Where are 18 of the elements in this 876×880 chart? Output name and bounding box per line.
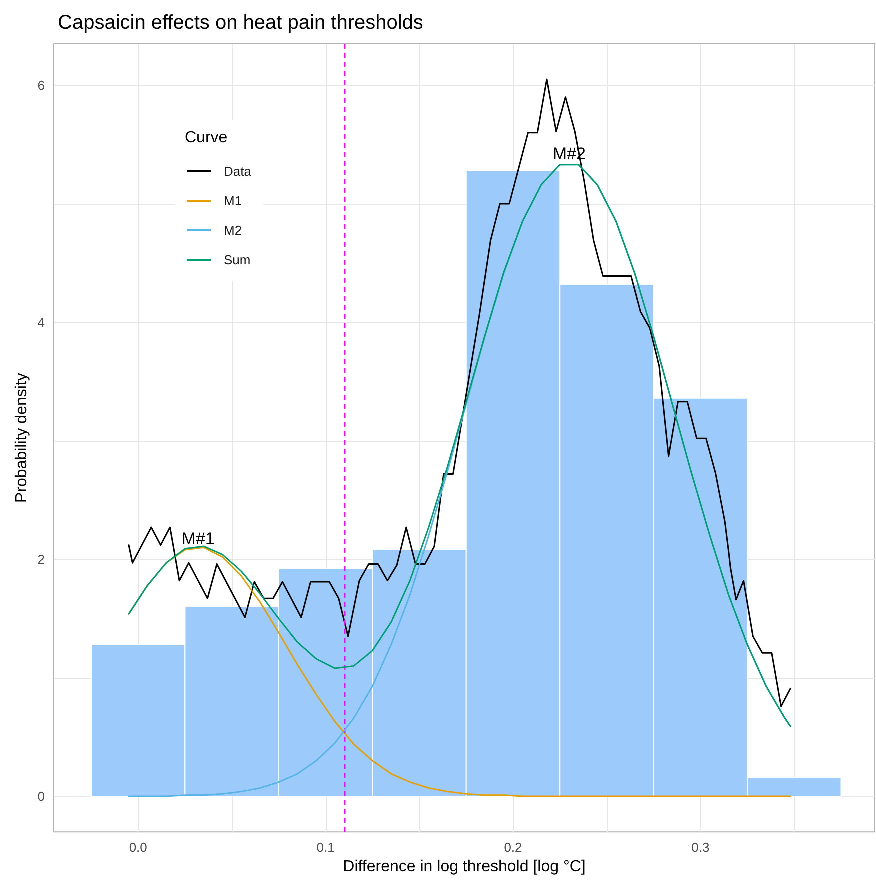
legend-label: M1	[224, 194, 242, 208]
y-tick-label: 6	[38, 78, 45, 93]
chart-title: Capsaicin effects on heat pain thresholds	[58, 12, 424, 34]
annotation: M#1	[182, 530, 215, 549]
legend-label: M2	[224, 223, 242, 238]
x-axis-title: Difference in log threshold [log °C]	[343, 858, 586, 876]
y-tick-label: 4	[38, 315, 45, 330]
y-axis-title: Probability density	[14, 373, 30, 503]
x-tick-label: 0.3	[692, 840, 710, 856]
legend-label: Data	[224, 164, 252, 179]
x-tick-label: 0.0	[129, 840, 148, 856]
line-series	[128, 78, 792, 708]
x-tick-label: 0.1	[316, 840, 335, 856]
legend-label: Sum	[224, 252, 251, 268]
legend-title: Curve	[185, 130, 228, 146]
y-tick-label: 0	[38, 789, 45, 804]
y-tick-label: 2	[38, 552, 45, 568]
x-tick-label: 0.2	[504, 840, 522, 856]
